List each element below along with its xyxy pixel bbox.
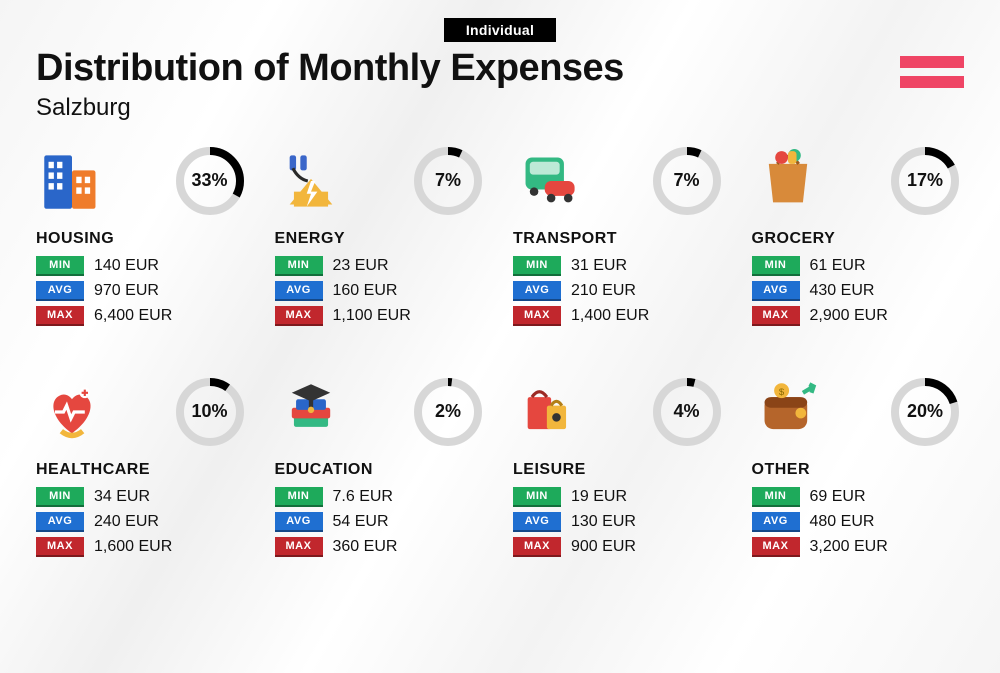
min-tag: MIN (752, 256, 800, 276)
other-icon (752, 376, 824, 448)
percent-label: 33% (171, 142, 249, 220)
percent-donut: 10% (171, 373, 249, 451)
healthcare-icon (36, 376, 108, 448)
education-icon (275, 376, 347, 448)
max-tag: MAX (752, 537, 800, 557)
max-value: 2,900 EUR (810, 307, 888, 325)
max-value: 1,600 EUR (94, 538, 172, 556)
min-value: 31 EUR (571, 257, 627, 275)
avg-tag: AVG (275, 512, 323, 532)
category-name: HEALTHCARE (36, 461, 249, 479)
max-tag: MAX (36, 537, 84, 557)
percent-label: 2% (409, 373, 487, 451)
category-name: LEISURE (513, 461, 726, 479)
max-tag: MAX (513, 306, 561, 326)
avg-value: 160 EUR (333, 282, 398, 300)
category-card-grocery: 17% GROCERY MIN 61 EUR AVG 430 EUR MAX 2… (752, 142, 965, 331)
min-value: 19 EUR (571, 488, 627, 506)
max-value: 1,400 EUR (571, 307, 649, 325)
avg-tag: AVG (752, 512, 800, 532)
percent-label: 17% (886, 142, 964, 220)
category-card-leisure: 4% LEISURE MIN 19 EUR AVG 130 EUR MAX 90… (513, 373, 726, 562)
category-card-healthcare: 10% HEALTHCARE MIN 34 EUR AVG 240 EUR MA… (36, 373, 249, 562)
percent-label: 7% (409, 142, 487, 220)
percent-donut: 7% (648, 142, 726, 220)
housing-icon (36, 145, 108, 217)
percent-label: 4% (648, 373, 726, 451)
percent-donut: 33% (171, 142, 249, 220)
min-value: 7.6 EUR (333, 488, 393, 506)
category-name: GROCERY (752, 230, 965, 248)
avg-value: 970 EUR (94, 282, 159, 300)
percent-label: 20% (886, 373, 964, 451)
percent-donut: 7% (409, 142, 487, 220)
percent-donut: 17% (886, 142, 964, 220)
min-value: 69 EUR (810, 488, 866, 506)
avg-tag: AVG (275, 281, 323, 301)
min-value: 140 EUR (94, 257, 159, 275)
avg-value: 240 EUR (94, 513, 159, 531)
min-tag: MIN (275, 256, 323, 276)
percent-donut: 20% (886, 373, 964, 451)
leisure-icon (513, 376, 585, 448)
grocery-icon (752, 145, 824, 217)
category-name: OTHER (752, 461, 965, 479)
max-value: 3,200 EUR (810, 538, 888, 556)
category-card-other: 20% OTHER MIN 69 EUR AVG 480 EUR MAX 3,2… (752, 373, 965, 562)
max-tag: MAX (36, 306, 84, 326)
category-card-housing: 33% HOUSING MIN 140 EUR AVG 970 EUR MAX … (36, 142, 249, 331)
max-tag: MAX (513, 537, 561, 557)
min-tag: MIN (513, 256, 561, 276)
min-tag: MIN (752, 487, 800, 507)
max-value: 6,400 EUR (94, 307, 172, 325)
avg-tag: AVG (36, 281, 84, 301)
category-card-energy: 7% ENERGY MIN 23 EUR AVG 160 EUR MAX 1,1… (275, 142, 488, 331)
flag-icon (900, 56, 964, 88)
transport-icon (513, 145, 585, 217)
category-name: EDUCATION (275, 461, 488, 479)
percent-label: 7% (648, 142, 726, 220)
avg-tag: AVG (752, 281, 800, 301)
min-value: 23 EUR (333, 257, 389, 275)
avg-value: 430 EUR (810, 282, 875, 300)
min-tag: MIN (513, 487, 561, 507)
header: Distribution of Monthly Expenses Salzbur… (36, 48, 964, 122)
avg-value: 130 EUR (571, 513, 636, 531)
avg-tag: AVG (513, 281, 561, 301)
min-value: 61 EUR (810, 257, 866, 275)
scope-badge: Individual (444, 18, 556, 42)
page-title: Distribution of Monthly Expenses (36, 48, 964, 90)
max-tag: MAX (275, 537, 323, 557)
max-tag: MAX (275, 306, 323, 326)
min-tag: MIN (36, 487, 84, 507)
category-card-transport: 7% TRANSPORT MIN 31 EUR AVG 210 EUR MAX … (513, 142, 726, 331)
max-value: 360 EUR (333, 538, 398, 556)
percent-label: 10% (171, 373, 249, 451)
avg-tag: AVG (36, 512, 84, 532)
category-name: HOUSING (36, 230, 249, 248)
min-value: 34 EUR (94, 488, 150, 506)
min-tag: MIN (36, 256, 84, 276)
avg-value: 54 EUR (333, 513, 389, 531)
categories-grid: 33% HOUSING MIN 140 EUR AVG 970 EUR MAX … (36, 142, 964, 562)
page-subtitle: Salzburg (36, 94, 964, 122)
max-value: 1,100 EUR (333, 307, 411, 325)
max-tag: MAX (752, 306, 800, 326)
percent-donut: 4% (648, 373, 726, 451)
category-name: TRANSPORT (513, 230, 726, 248)
avg-value: 480 EUR (810, 513, 875, 531)
avg-tag: AVG (513, 512, 561, 532)
energy-icon (275, 145, 347, 217)
max-value: 900 EUR (571, 538, 636, 556)
category-name: ENERGY (275, 230, 488, 248)
avg-value: 210 EUR (571, 282, 636, 300)
min-tag: MIN (275, 487, 323, 507)
percent-donut: 2% (409, 373, 487, 451)
category-card-education: 2% EDUCATION MIN 7.6 EUR AVG 54 EUR MAX … (275, 373, 488, 562)
